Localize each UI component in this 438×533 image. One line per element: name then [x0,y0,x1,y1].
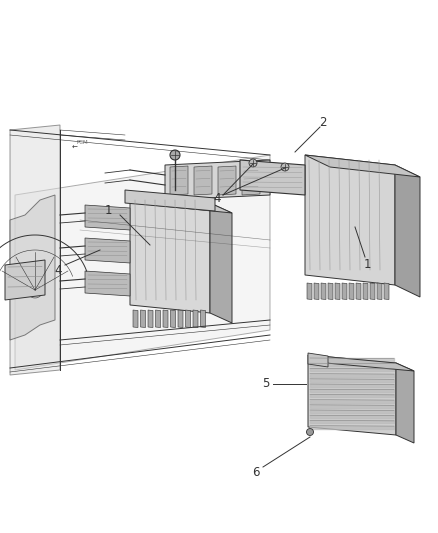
Polygon shape [218,166,236,195]
Polygon shape [328,283,333,300]
Polygon shape [85,205,130,230]
Polygon shape [163,310,168,327]
Polygon shape [130,195,210,313]
Text: 4: 4 [54,263,62,277]
Text: 2: 2 [319,117,327,130]
Polygon shape [85,271,130,296]
Polygon shape [384,283,389,300]
Polygon shape [186,310,191,327]
Polygon shape [130,195,232,213]
Polygon shape [308,355,414,371]
Polygon shape [5,260,45,300]
Polygon shape [148,310,153,327]
Polygon shape [308,355,396,435]
Circle shape [249,159,257,167]
Polygon shape [141,310,145,327]
Polygon shape [335,283,340,300]
Polygon shape [201,310,205,327]
Polygon shape [178,310,183,327]
Polygon shape [396,363,414,443]
Text: ←: ← [72,145,78,151]
Polygon shape [165,160,270,200]
Polygon shape [194,166,212,195]
Polygon shape [314,283,319,300]
Polygon shape [305,155,395,285]
Polygon shape [125,190,215,211]
Polygon shape [10,195,55,340]
Polygon shape [15,155,270,370]
Polygon shape [133,310,138,327]
Circle shape [307,429,314,435]
Text: 5: 5 [262,377,270,390]
Text: 4: 4 [213,192,221,206]
Polygon shape [363,283,368,300]
Polygon shape [170,166,188,195]
Circle shape [27,282,43,298]
Polygon shape [307,283,312,300]
Text: 1: 1 [363,259,371,271]
Polygon shape [349,283,354,300]
Circle shape [170,150,180,160]
Polygon shape [170,310,176,327]
Polygon shape [370,283,375,300]
Polygon shape [10,125,60,375]
Polygon shape [356,283,361,300]
Text: 6: 6 [252,466,260,480]
Text: 1: 1 [104,204,112,216]
Polygon shape [377,283,382,300]
Polygon shape [321,283,326,300]
Polygon shape [240,160,305,195]
Polygon shape [85,238,130,263]
Polygon shape [242,166,260,195]
Polygon shape [210,203,232,323]
Polygon shape [193,310,198,327]
Text: PCM: PCM [76,141,88,146]
Circle shape [281,163,289,171]
Polygon shape [308,353,328,367]
Polygon shape [342,283,347,300]
Polygon shape [395,165,420,297]
Polygon shape [155,310,160,327]
Polygon shape [305,155,420,177]
